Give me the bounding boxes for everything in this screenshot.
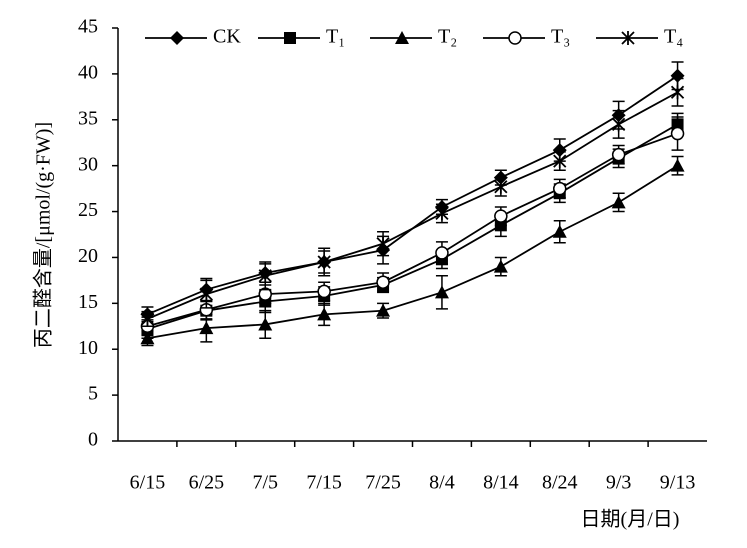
legend-marker (170, 31, 184, 45)
y-tick-label: 35 (78, 107, 98, 129)
data-point (435, 206, 449, 221)
y-tick-label: 0 (88, 429, 98, 451)
data-point (434, 285, 449, 299)
legend-label: CK (213, 26, 241, 48)
data-point (199, 287, 213, 302)
x-tick-label: 7/5 (252, 472, 278, 494)
data-point (376, 303, 391, 317)
x-tick-label: 8/4 (429, 472, 455, 494)
data-point (140, 331, 155, 345)
legend-marker (395, 31, 409, 44)
data-point (670, 126, 685, 141)
y-tick-label: 15 (78, 291, 98, 313)
data-point (258, 317, 273, 331)
data-point (494, 179, 508, 194)
x-tick-label: 9/13 (660, 472, 696, 494)
data-point (493, 259, 508, 273)
legend-marker (621, 31, 635, 45)
data-point (670, 85, 685, 100)
data-point (552, 143, 567, 158)
data-point (317, 307, 332, 321)
data-point (199, 321, 214, 335)
legend-label: T₁ (326, 26, 345, 48)
y-axis-label: 丙二醛含量/[μmol/(g·FW)] (32, 122, 55, 348)
y-tick-label: 40 (78, 61, 98, 83)
x-tick-label: 6/25 (189, 472, 225, 494)
legend-label: T₃ (551, 26, 570, 48)
data-point (553, 154, 567, 169)
data-point (258, 268, 272, 283)
legend-marker (508, 31, 522, 45)
data-point (317, 255, 331, 270)
data-point (494, 209, 508, 223)
data-point (140, 311, 155, 326)
data-point (611, 147, 626, 162)
data-point (612, 117, 626, 132)
series-line (147, 91, 678, 320)
x-tick-label: 6/15 (130, 472, 166, 494)
data-point (317, 284, 331, 299)
x-axis-label: 日期(月/日) (581, 509, 680, 531)
data-point (553, 181, 567, 196)
x-tick-label: 8/14 (483, 472, 519, 494)
data-point (376, 236, 390, 251)
y-tick-label: 25 (78, 199, 98, 221)
legend-label: T₂ (438, 26, 457, 48)
legend-marker (284, 32, 296, 44)
data-point (670, 158, 685, 172)
data-point (552, 224, 567, 238)
x-tick-label: 8/24 (542, 472, 578, 494)
y-tick-label: 10 (78, 337, 98, 359)
series-line (147, 164, 679, 340)
x-tick-label: 7/15 (306, 472, 342, 494)
series-line (147, 132, 678, 328)
y-tick-label: 30 (78, 153, 98, 175)
y-tick-label: 20 (78, 245, 98, 267)
series-line (147, 123, 678, 330)
x-tick-label: 7/25 (365, 472, 401, 494)
data-point (611, 195, 626, 209)
series-line (147, 74, 679, 316)
data-point (435, 246, 449, 260)
y-tick-label: 45 (78, 16, 98, 38)
x-tick-label: 9/3 (606, 472, 632, 494)
legend-label: T₄ (664, 26, 683, 48)
y-tick-label: 5 (88, 383, 98, 405)
data-point (376, 275, 390, 289)
